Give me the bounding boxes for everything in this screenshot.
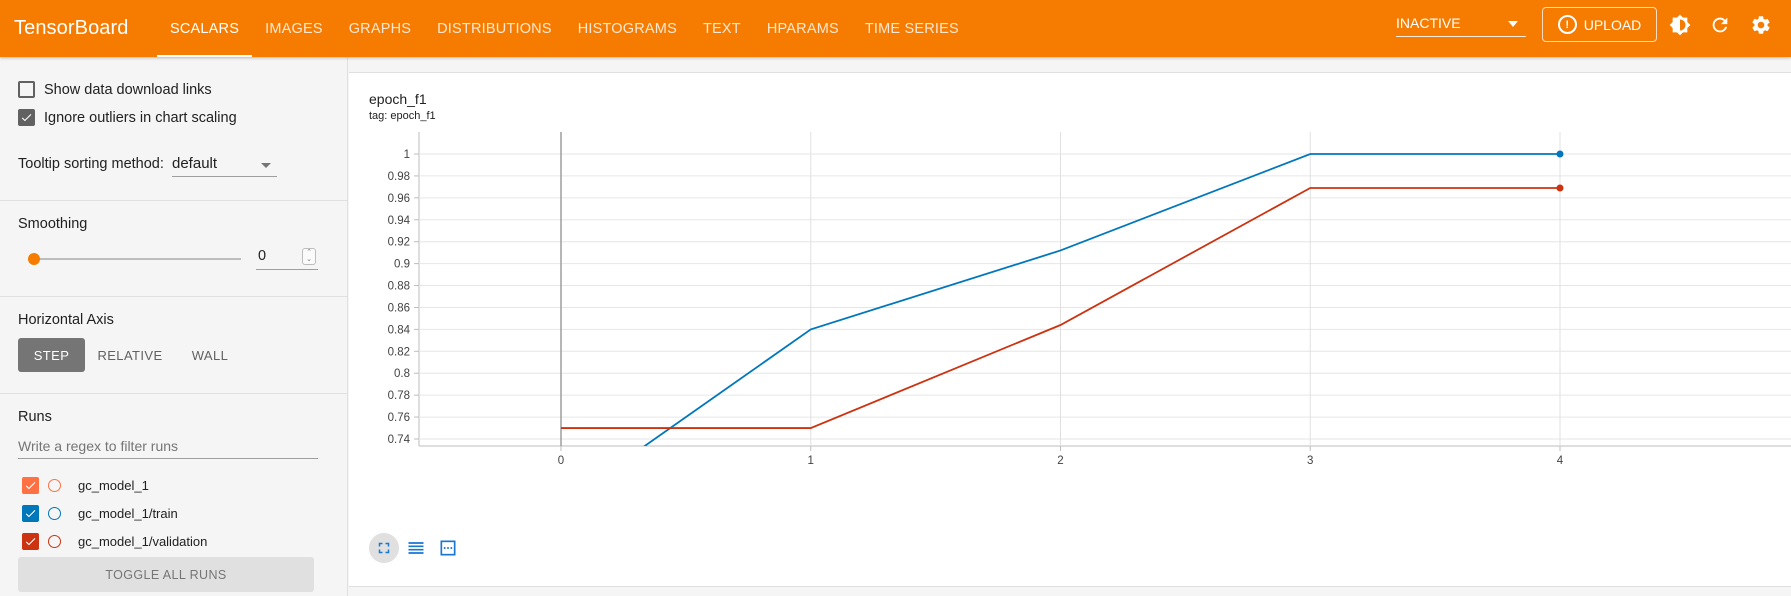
- y-tick-label: 0.9: [394, 259, 410, 271]
- axis-step-button[interactable]: STEP: [18, 338, 85, 372]
- chart-series: [561, 150, 1564, 446]
- check-icon: [21, 114, 32, 122]
- y-tick-label: 0.76: [388, 412, 410, 424]
- x-tick-label: 3: [1307, 455, 1313, 467]
- y-tick-label: 0.92: [388, 237, 410, 249]
- series-end-point: [1556, 150, 1564, 158]
- check-icon: [25, 482, 36, 490]
- tab-graphs[interactable]: GRAPHS: [348, 20, 412, 37]
- top-bar: TensorBoard SCALARS IMAGES GRAPHS DISTRI…: [0, 0, 1791, 57]
- show-download-links-label: Show data download links: [44, 81, 212, 98]
- run-color-icon[interactable]: [48, 479, 61, 492]
- chevron-down-icon: [1508, 21, 1518, 27]
- x-tick-label: 1: [808, 455, 814, 467]
- x-tick-labels: 0 1 2 3 4: [558, 455, 1564, 467]
- checkbox-box[interactable]: [18, 109, 35, 126]
- run-item-gc-model-1-validation[interactable]: gc_model_1/validation: [22, 533, 207, 550]
- y-tick-label: 0.82: [388, 346, 410, 358]
- tab-images[interactable]: IMAGES: [265, 20, 323, 37]
- run-name: gc_model_1/train: [78, 506, 178, 521]
- axis-wall-button[interactable]: WALL: [191, 347, 229, 363]
- scalar-card: epoch_f1 tag: epoch_f1 0.74 0.76 0.78 0.8 0.…: [349, 72, 1791, 587]
- series-line-train: [643, 153, 1560, 446]
- fullscreen-icon[interactable]: [369, 533, 399, 563]
- run-color-icon[interactable]: [48, 535, 61, 548]
- divider: [0, 200, 348, 201]
- run-checkbox[interactable]: [22, 477, 39, 494]
- status-select[interactable]: INACTIVE: [1396, 12, 1526, 37]
- log-scale-icon[interactable]: [401, 533, 431, 563]
- tab-time-series[interactable]: TIME SERIES: [864, 20, 959, 37]
- run-checkbox[interactable]: [22, 505, 39, 522]
- checkbox-box[interactable]: [18, 81, 35, 98]
- y-tick-label: 0.94: [388, 215, 411, 227]
- spinner-icon[interactable]: ⌃ ⌄: [302, 248, 316, 265]
- brightness-icon[interactable]: [1668, 13, 1692, 37]
- chevron-down-icon: [261, 163, 271, 168]
- tab-text[interactable]: TEXT: [702, 20, 741, 37]
- runs-label: Runs: [18, 409, 52, 425]
- tooltip-sorting-value: default: [172, 155, 218, 172]
- toggle-all-runs-button[interactable]: TOGGLE ALL RUNS: [18, 557, 314, 592]
- upload-label: UPLOAD: [1583, 16, 1642, 33]
- x-tick-label: 0: [558, 455, 564, 467]
- y-tick-label: 0.74: [388, 434, 411, 446]
- tab-distributions[interactable]: DISTRIBUTIONS: [437, 20, 552, 37]
- divider: [0, 296, 348, 297]
- sidebar: Show data download links Ignore outliers…: [0, 57, 348, 596]
- y-tick-label: 0.88: [388, 281, 410, 293]
- series-end-point: [1556, 184, 1564, 192]
- run-name: gc_model_1: [78, 478, 149, 493]
- line-chart[interactable]: 0.74 0.76 0.78 0.8 0.82 0.84 0.86 0.88 0.9 0.92 0.…: [349, 73, 1791, 533]
- y-tick-label: 0.96: [388, 193, 410, 205]
- card-tag: tag: epoch_f1: [369, 110, 436, 122]
- series-line-validation: [561, 187, 1560, 429]
- smoothing-label: Smoothing: [18, 216, 88, 232]
- run-name: gc_model_1/validation: [78, 534, 208, 549]
- tab-scalars[interactable]: SCALARS: [157, 0, 253, 57]
- refresh-icon[interactable]: [1708, 13, 1732, 37]
- check-icon: [25, 510, 36, 518]
- ignore-outliers-label: Ignore outliers in chart scaling: [44, 109, 237, 126]
- run-color-icon[interactable]: [48, 507, 61, 520]
- dashboard-tabs: SCALARS IMAGES GRAPHS DISTRIBUTIONS HIST…: [157, 0, 972, 57]
- y-tick-label: 0.78: [388, 390, 410, 402]
- x-tick-label: 2: [1057, 455, 1063, 467]
- card-title: epoch_f1: [369, 91, 427, 107]
- status-value: INACTIVE: [1396, 15, 1461, 31]
- x-tick-label: 4: [1557, 455, 1564, 467]
- y-tick-labels: 0.74 0.76 0.78 0.8 0.82 0.84 0.86 0.88 0.9 0.92 0.…: [388, 149, 411, 446]
- show-download-links-checkbox[interactable]: Show data download links: [18, 81, 212, 98]
- y-tick-label: 0.84: [388, 324, 411, 336]
- tab-hparams[interactable]: HPARAMS: [766, 20, 839, 37]
- check-icon: [25, 538, 36, 546]
- run-item-gc-model-1[interactable]: gc_model_1: [22, 477, 149, 494]
- smoothing-value: 0: [258, 248, 267, 264]
- tooltip-sorting-select[interactable]: default: [172, 153, 277, 177]
- y-tick-label: 0.86: [388, 302, 410, 314]
- run-checkbox[interactable]: [22, 533, 39, 550]
- axis-relative-button[interactable]: RELATIVE: [97, 347, 163, 363]
- fit-domain-icon[interactable]: [433, 533, 463, 563]
- chart-grid: [414, 132, 1791, 451]
- tooltip-sorting-label: Tooltip sorting method:: [18, 156, 164, 172]
- divider: [0, 393, 348, 394]
- smoothing-slider-thumb[interactable]: [28, 253, 40, 265]
- ignore-outliers-checkbox[interactable]: Ignore outliers in chart scaling: [18, 109, 237, 126]
- y-tick-label: 0.8: [394, 368, 410, 380]
- settings-icon[interactable]: [1749, 13, 1773, 37]
- run-filter-input[interactable]: Write a regex to filter runs: [18, 435, 318, 459]
- upload-button[interactable]: ! UPLOAD: [1542, 7, 1657, 42]
- horizontal-axis-label: Horizontal Axis: [18, 312, 114, 328]
- main-panel: epoch_f1 tag: epoch_f1 0.74 0.76 0.78 0.8 0.…: [349, 57, 1791, 596]
- app-title: TensorBoard: [14, 17, 129, 39]
- card-toolbar: [369, 533, 465, 563]
- info-icon: !: [1557, 15, 1577, 34]
- smoothing-slider-track[interactable]: [34, 258, 241, 260]
- y-tick-label: 0.98: [388, 171, 410, 183]
- y-tick-label: 1: [404, 149, 410, 161]
- smoothing-input[interactable]: 0 ⌃ ⌄: [256, 244, 318, 270]
- tab-histograms[interactable]: HISTOGRAMS: [577, 20, 677, 37]
- run-item-gc-model-1-train[interactable]: gc_model_1/train: [22, 505, 178, 522]
